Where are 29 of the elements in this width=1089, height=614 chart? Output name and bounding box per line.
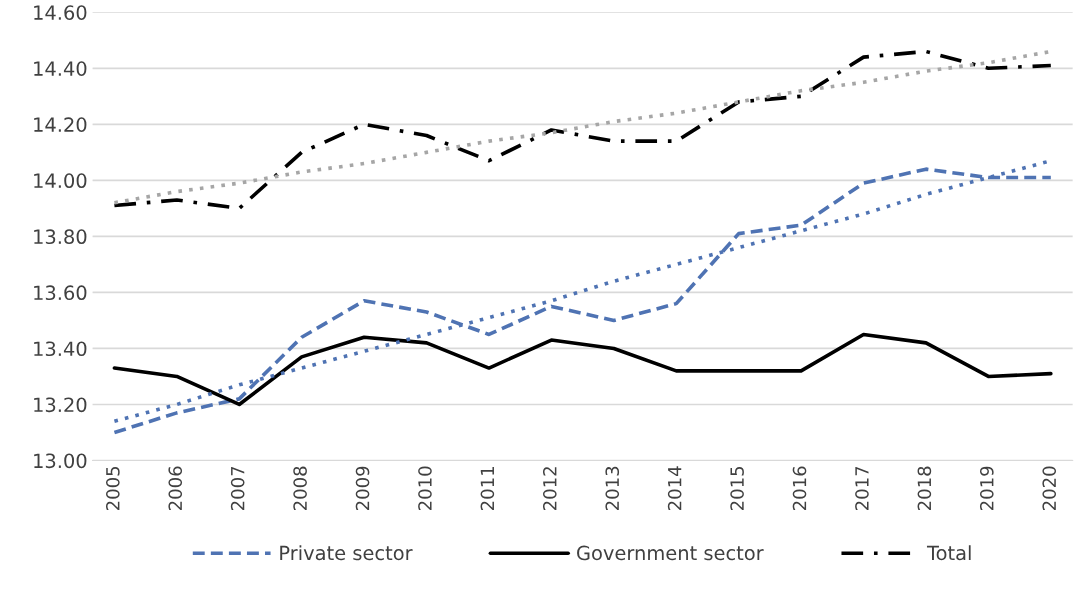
y-tick-label: 13.20 — [34, 397, 87, 413]
legend-label: Private sector — [280, 545, 413, 561]
x-tick-label: 2019 — [979, 466, 994, 510]
line-series — [112, 332, 1053, 407]
x-tick-label: 2005 — [106, 466, 120, 510]
x-tick-label: 2018 — [917, 466, 932, 510]
y-tick-label: 13.00 — [34, 453, 87, 469]
x-tick-label: 2016 — [792, 466, 807, 510]
x-tick-label: 2012 — [542, 467, 557, 510]
x-tick-label: 2017 — [855, 466, 869, 510]
x-tick-label: 2015 — [730, 466, 744, 510]
x-tick-label: 2010 — [418, 466, 432, 510]
y-tick-label: 13.40 — [34, 341, 87, 357]
x-tick-label: 2013 — [605, 466, 620, 510]
x-tick-label: 2020 — [1042, 466, 1057, 510]
x-tick-label: 2011 — [480, 467, 495, 510]
x-tick-label: 2014 — [667, 466, 682, 510]
y-tick-label: 14.00 — [34, 173, 87, 189]
x-tick-label: 2007 — [230, 466, 245, 510]
x-tick-label: 2009 — [355, 466, 370, 510]
x-tick-label: 2006 — [168, 466, 183, 510]
x-tick-label: 2008 — [293, 466, 307, 510]
y-tick-label: 14.60 — [34, 5, 87, 20]
legend-label: Government sector — [577, 545, 764, 561]
y-tick-label: 13.60 — [34, 285, 87, 301]
y-tick-label: 13.80 — [34, 229, 87, 245]
y-tick-label: 14.40 — [34, 61, 87, 76]
y-tick-label: 14.20 — [34, 117, 87, 132]
legend-label: Total — [926, 545, 971, 561]
